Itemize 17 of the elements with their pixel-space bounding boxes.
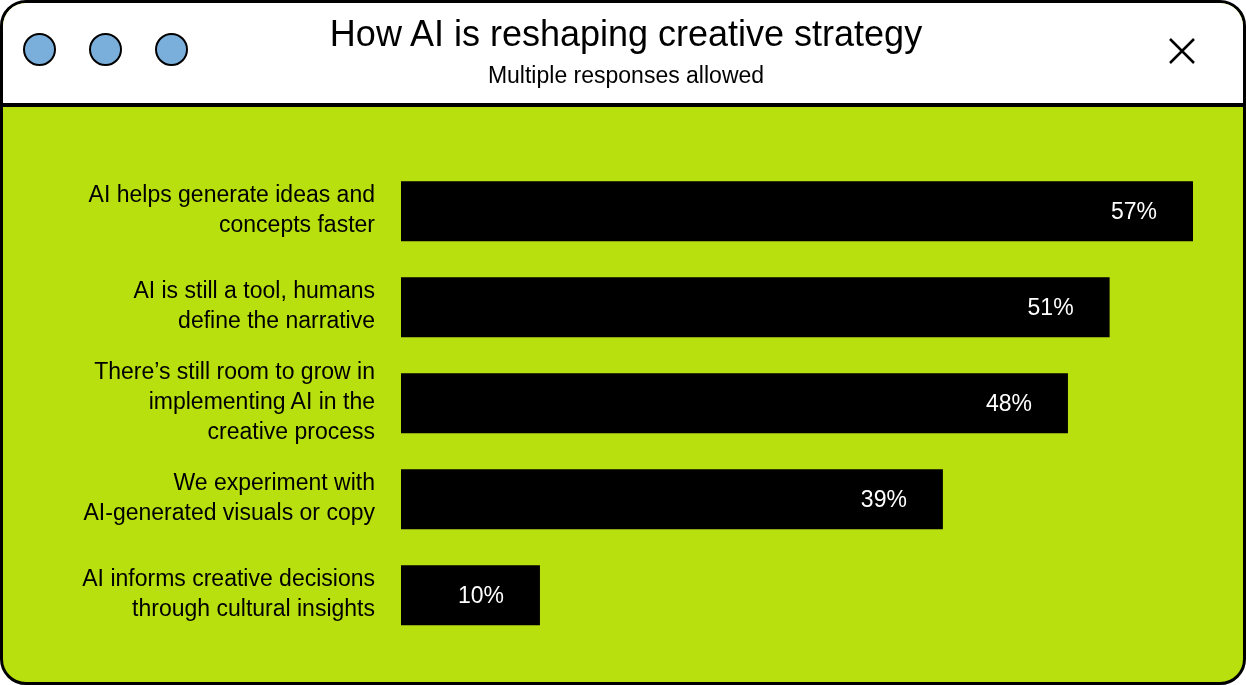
data-label: 57%	[1110, 198, 1157, 225]
y-tick-label: AI is still a tool, humans define the narrative	[133, 277, 375, 334]
y-tick-label: There’s still room to grow in implementing AI in the creative process	[94, 358, 375, 445]
chart-subtitle: Multiple responses allowed	[486, 62, 766, 89]
bar	[401, 181, 1193, 242]
data-label: 10%	[457, 582, 504, 609]
bar	[401, 277, 1110, 338]
bar	[401, 565, 540, 626]
y-tick-label: We experiment with AI-generated visuals or copy	[83, 469, 376, 526]
bar	[401, 373, 1068, 434]
y-tick-label: AI informs creative decisions through cultural insights	[82, 565, 375, 622]
data-label: 48%	[985, 390, 1032, 417]
bar	[401, 469, 943, 530]
chart-title: How AI is reshaping creative strategy	[328, 13, 924, 55]
data-label: 39%	[860, 486, 907, 513]
y-tick-label: AI helps generate ideas and concepts faster	[88, 181, 376, 238]
data-label: 51%	[1027, 294, 1074, 321]
